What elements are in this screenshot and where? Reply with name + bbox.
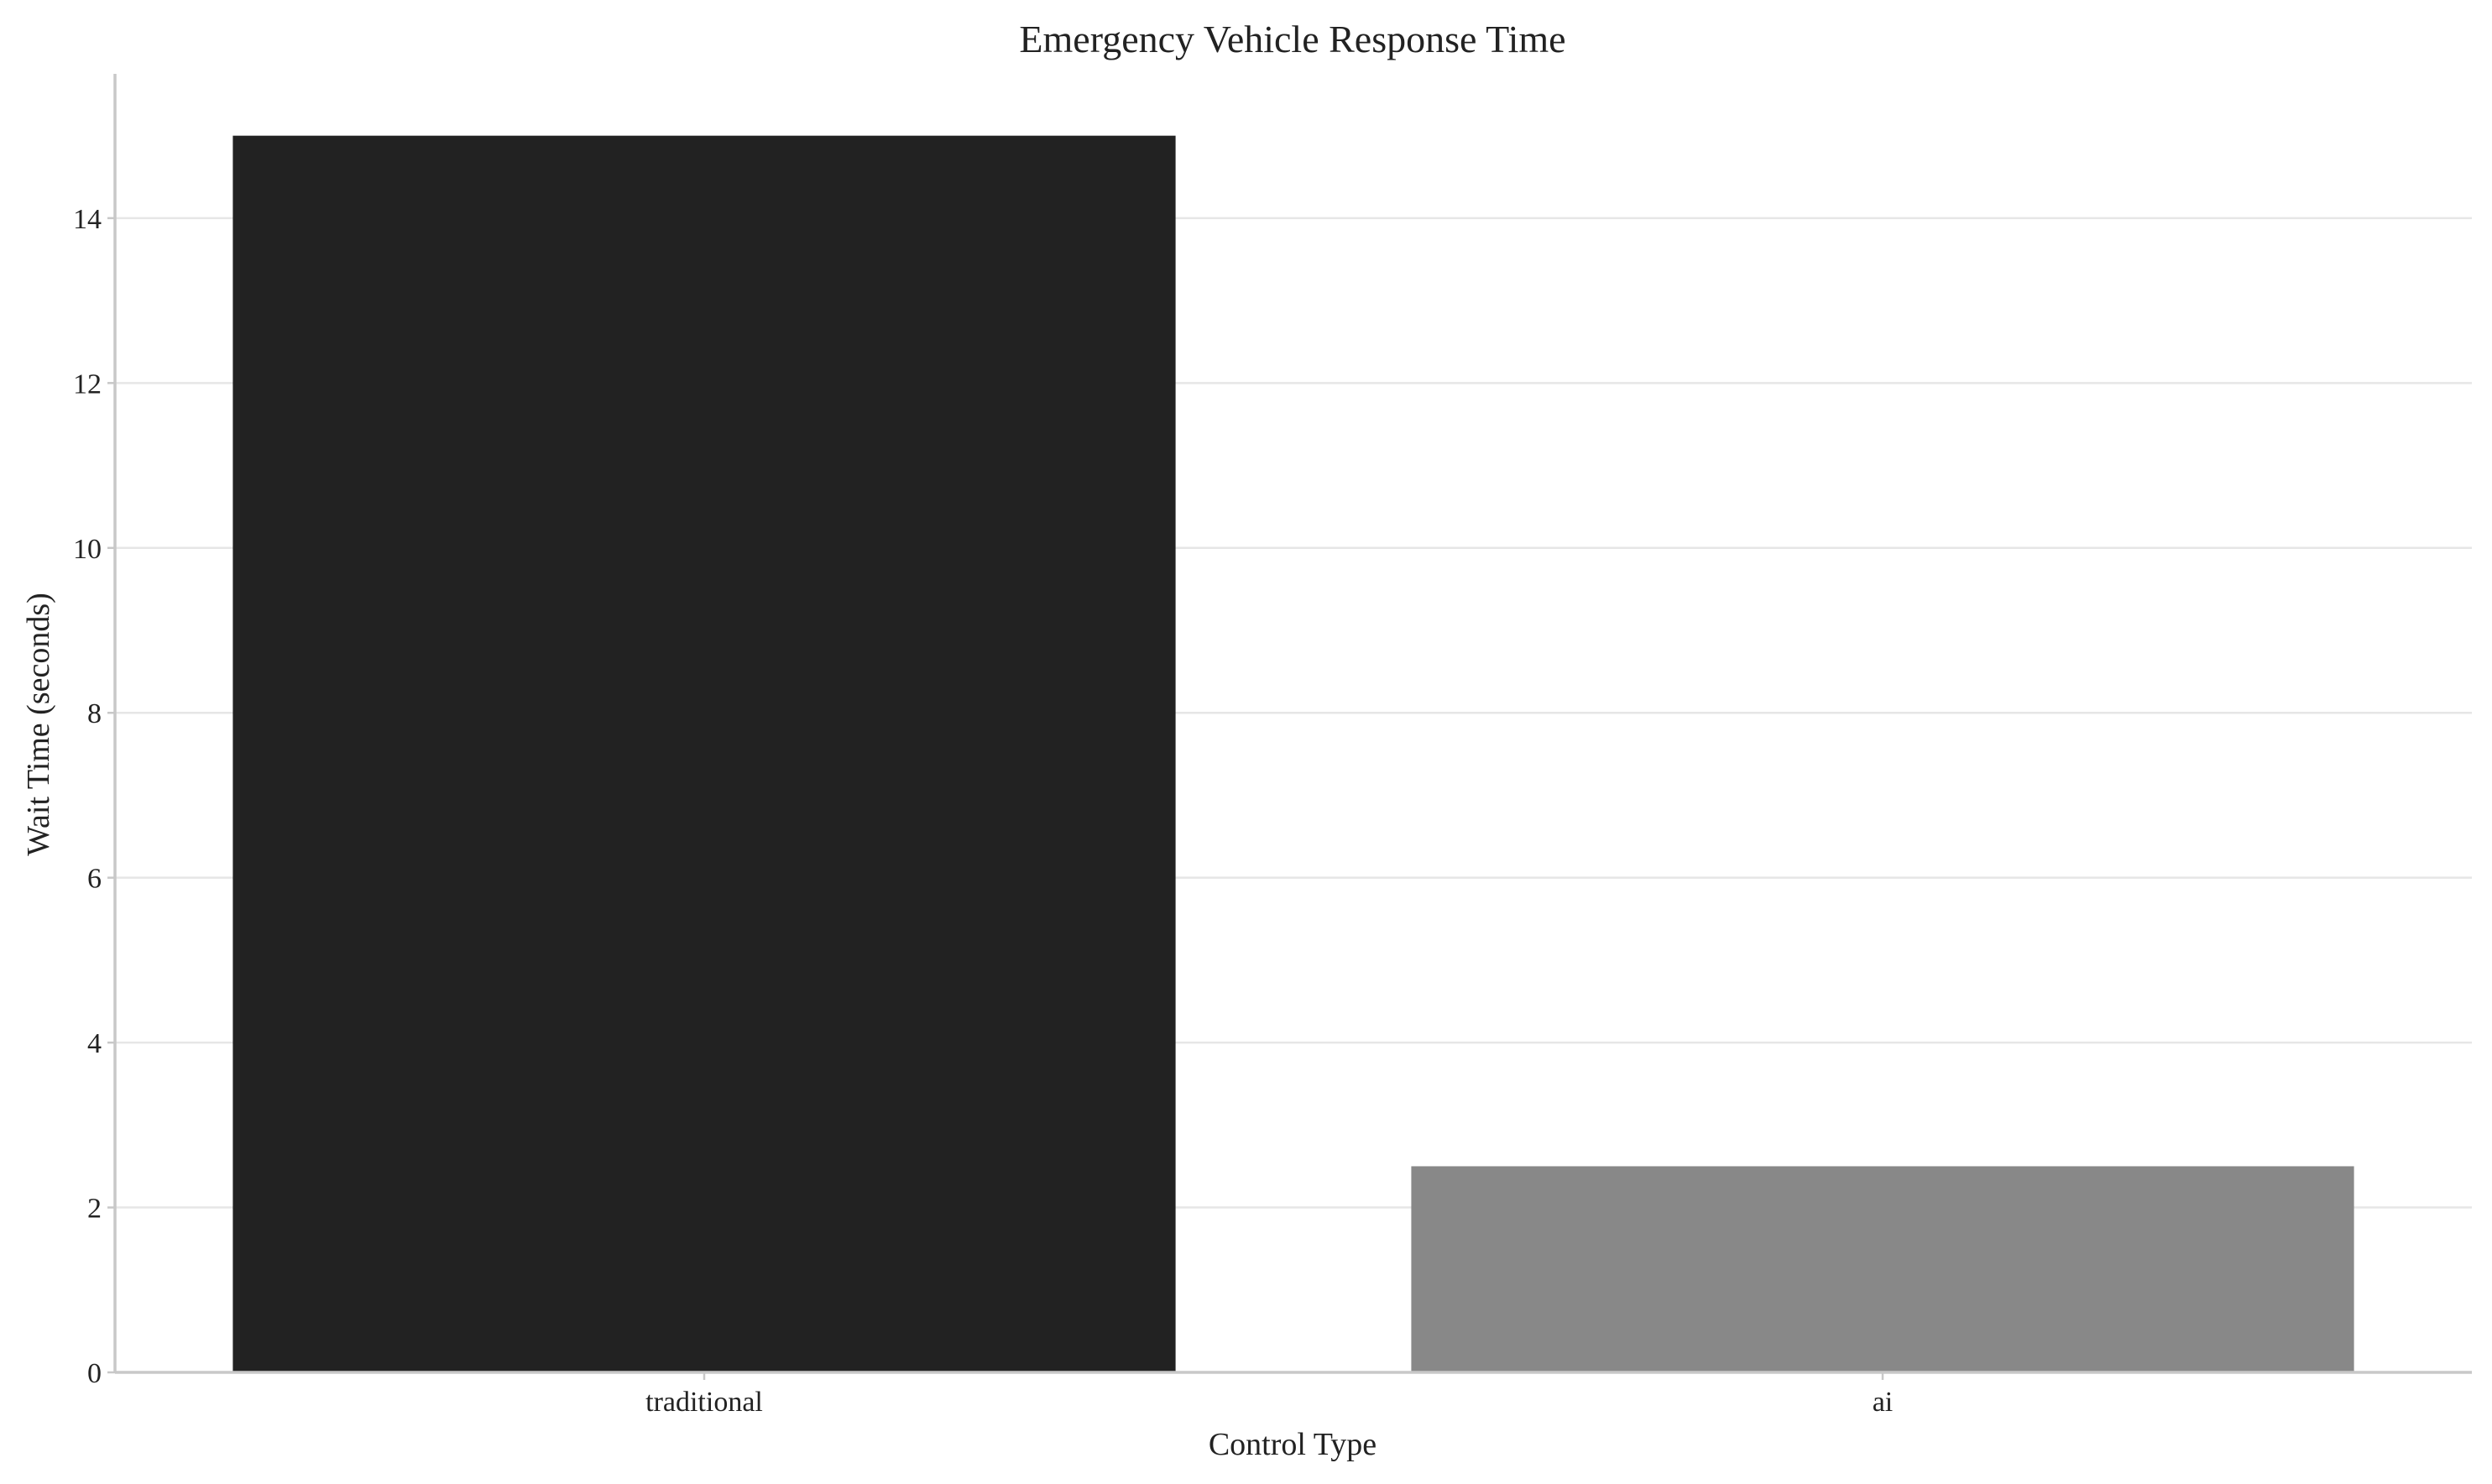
x-tick-label: ai xyxy=(1873,1387,1894,1418)
y-tick-label: 2 xyxy=(87,1194,102,1225)
bars xyxy=(232,135,2354,1373)
bar-ai xyxy=(1411,1166,2354,1372)
y-axis-label: Wait Time (seconds) xyxy=(21,593,56,856)
x-axis-label: Control Type xyxy=(1209,1427,1377,1462)
y-tick-label: 0 xyxy=(87,1358,102,1389)
y-tick-label: 4 xyxy=(87,1028,102,1059)
y-tick-label: 6 xyxy=(87,864,102,895)
y-axis-ticks: 0 2 4 6 8 10 12 14 xyxy=(73,204,115,1389)
y-tick-label: 12 xyxy=(73,368,102,400)
chart-title: Emergency Vehicle Response Time xyxy=(1019,18,1565,60)
bar-traditional xyxy=(232,135,1176,1373)
x-axis-ticks: traditional ai xyxy=(645,1372,1893,1418)
y-tick-label: 8 xyxy=(87,698,102,729)
y-tick-label: 14 xyxy=(73,204,102,235)
y-tick-label: 10 xyxy=(73,534,102,565)
x-tick-label: traditional xyxy=(645,1387,763,1418)
